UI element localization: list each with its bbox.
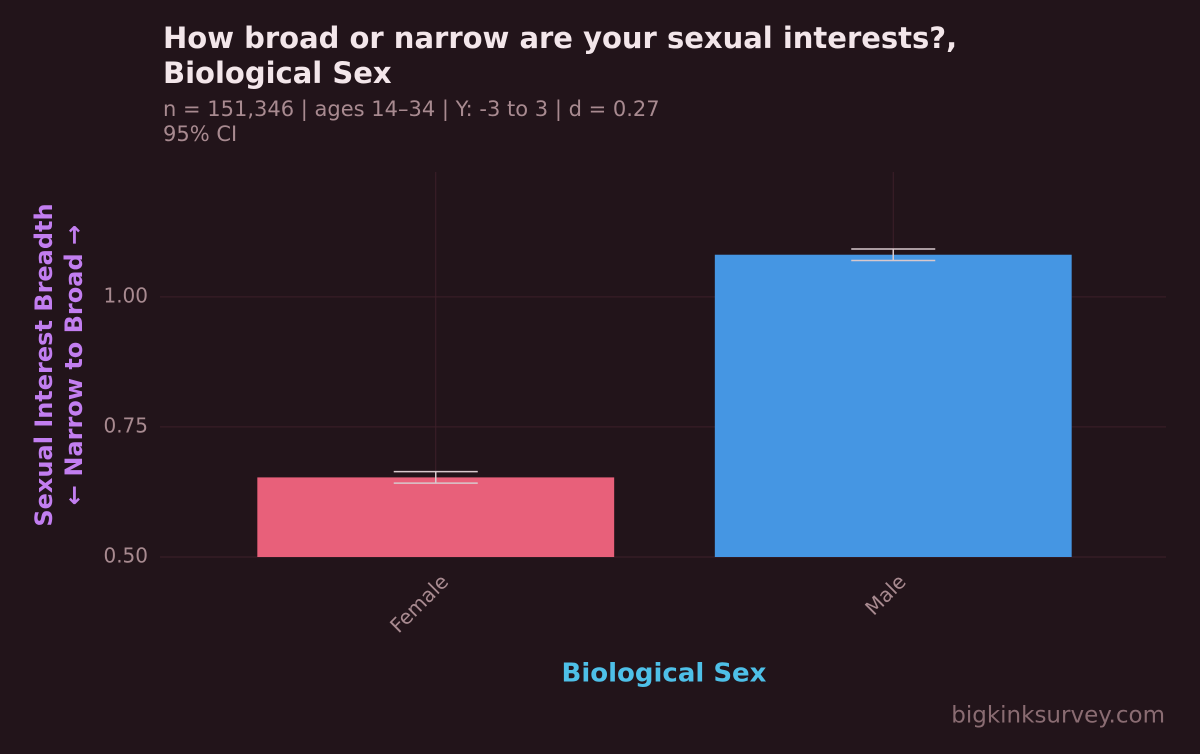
x-tick-label: Female (385, 569, 453, 637)
bar (257, 477, 615, 557)
chart-title: How broad or narrow are your sexual inte… (163, 21, 957, 55)
chart-subtitle: 95% CI (163, 122, 237, 146)
y-tick-label: 0.50 (103, 544, 148, 568)
chart-subtitle: n = 151,346 | ages 14–34 | Y: -3 to 3 | … (163, 97, 660, 122)
watermark: bigkinksurvey.com (951, 703, 1165, 729)
y-axis-label: Sexual Interest Breadth (30, 203, 58, 526)
bar (714, 254, 1072, 558)
y-axis-label: ← Narrow to Broad → (60, 225, 88, 505)
x-axis-label: Biological Sex (562, 659, 767, 689)
x-tick-label: Male (860, 569, 910, 619)
y-tick-label: 0.75 (103, 413, 148, 437)
chart-title: Biological Sex (163, 56, 392, 90)
y-tick-label: 1.00 (103, 283, 148, 307)
